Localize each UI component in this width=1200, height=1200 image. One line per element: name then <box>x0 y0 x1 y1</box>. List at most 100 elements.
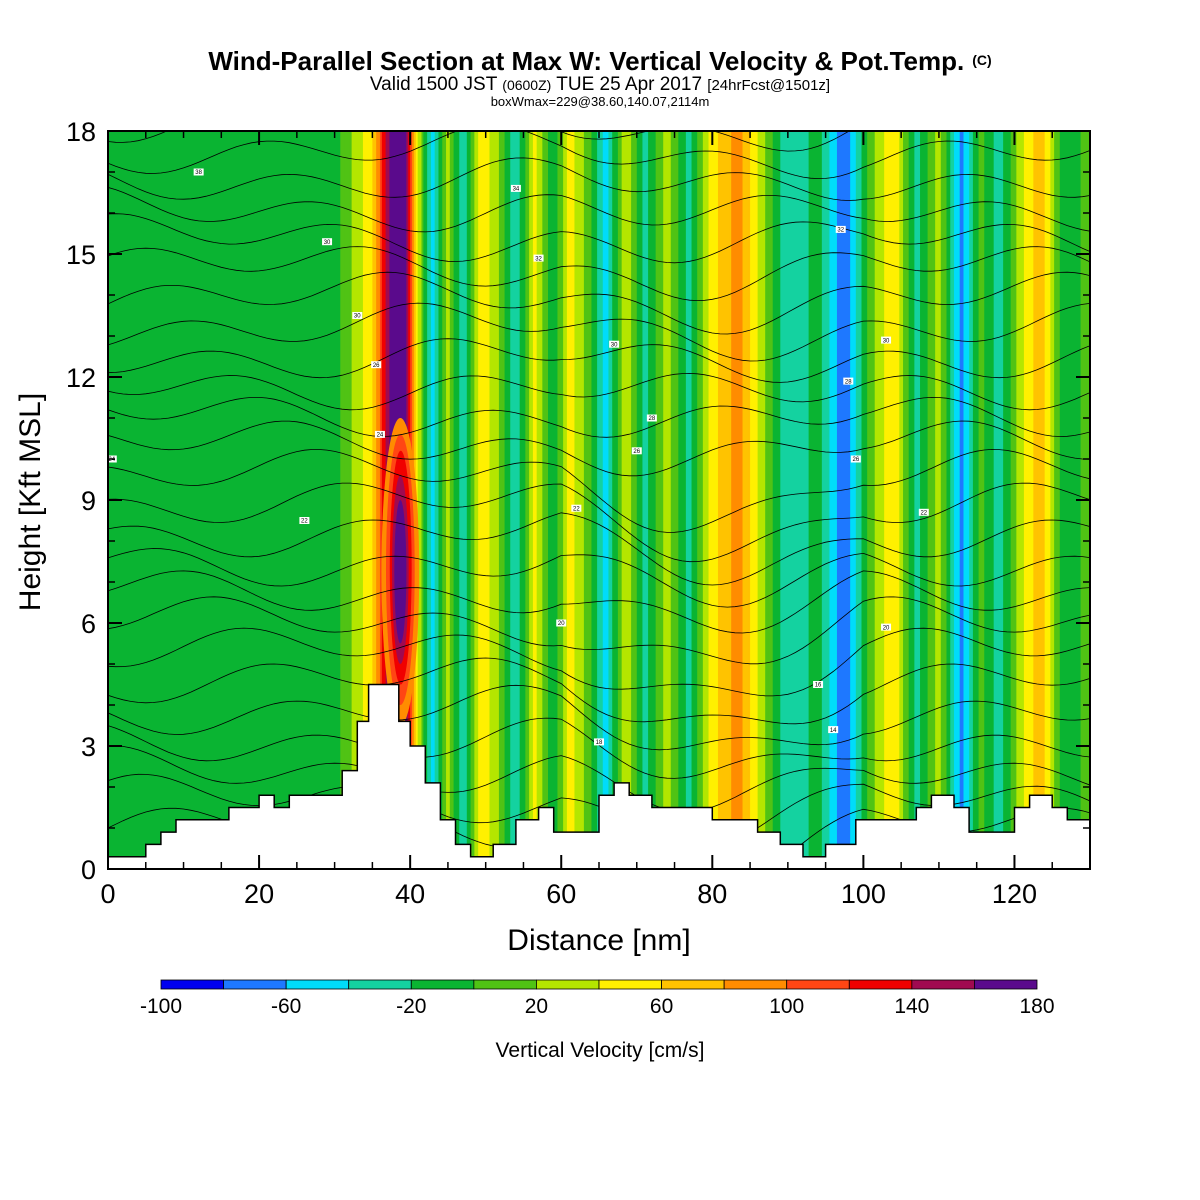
velocity-column <box>632 131 636 869</box>
theta-contour-line <box>108 512 1090 586</box>
velocity-column <box>294 131 298 869</box>
velocity-column <box>527 131 530 869</box>
velocity-column <box>268 131 272 869</box>
velocity-column <box>804 131 808 869</box>
velocity-column <box>714 131 717 869</box>
velocity-column <box>899 131 902 869</box>
velocity-column <box>634 131 638 869</box>
colorbar-swatch <box>598 979 662 990</box>
velocity-column <box>908 131 912 869</box>
velocity-column <box>432 131 436 869</box>
velocity-column <box>865 131 868 869</box>
velocity-column <box>521 131 525 869</box>
velocity-column <box>226 131 230 869</box>
velocity-column <box>761 131 764 869</box>
velocity-column <box>162 131 166 869</box>
subtitle-date: TUE 25 Apr 2017 <box>556 74 702 95</box>
theta-contour-label: 26 <box>850 455 861 463</box>
velocity-column <box>1039 131 1042 869</box>
velocity-column <box>835 131 838 869</box>
colorbar-swatch <box>786 979 850 990</box>
velocity-column <box>553 131 557 869</box>
velocity-column <box>313 131 317 869</box>
theta-contour-line <box>108 246 1090 302</box>
theta-label-text: 24 <box>377 433 384 439</box>
velocity-column <box>583 131 587 869</box>
velocity-column <box>293 131 296 869</box>
velocity-column <box>427 131 430 869</box>
velocity-column <box>353 131 356 869</box>
velocity-column <box>338 131 341 869</box>
velocity-column <box>691 131 695 869</box>
velocity-column <box>912 131 915 869</box>
velocity-column <box>700 131 704 869</box>
velocity-column <box>542 131 545 869</box>
theta-contour-line <box>108 302 1090 362</box>
velocity-column <box>957 131 961 869</box>
velocity-column <box>725 131 729 869</box>
velocity-column <box>1033 131 1036 869</box>
theta-contour-line <box>108 396 1090 438</box>
theta-contour-line <box>108 338 1090 383</box>
velocity-column <box>130 131 134 869</box>
theta-label-bg <box>850 455 861 463</box>
velocity-column <box>538 131 542 869</box>
velocity-column <box>944 131 948 869</box>
theta-label-text: 20 <box>883 625 890 631</box>
velocity-column <box>593 131 596 869</box>
velocity-column <box>614 131 617 869</box>
velocity-column <box>172 131 175 869</box>
velocity-column <box>619 131 623 869</box>
velocity-column <box>531 131 534 869</box>
velocity-column <box>980 131 983 869</box>
theta-label-text: 26 <box>633 449 640 455</box>
colorbar-tick-label: 60 <box>650 995 673 1018</box>
velocity-column <box>816 131 819 869</box>
y-tick-label: 0 <box>81 855 96 885</box>
velocity-column <box>999 131 1002 869</box>
velocity-column <box>464 131 468 869</box>
theta-label-text: 14 <box>830 728 837 734</box>
velocity-column <box>151 131 154 869</box>
theta-label-bg <box>918 508 929 516</box>
velocity-column <box>306 131 309 869</box>
velocity-column <box>1050 131 1053 869</box>
colorbar-swatch <box>911 979 975 990</box>
velocity-column <box>1056 131 1059 869</box>
velocity-column <box>134 131 137 869</box>
velocity-column <box>274 131 277 869</box>
velocity-column <box>480 131 483 869</box>
theta-contour-line <box>108 131 850 152</box>
velocity-column <box>370 131 373 869</box>
velocity-column <box>597 131 600 869</box>
velocity-column <box>379 131 383 869</box>
velocity-column <box>1031 131 1034 869</box>
velocity-column <box>651 131 655 869</box>
colorbar: -100 -60 -20 20 60 100 140 180 <box>140 979 1055 1018</box>
theta-contour-line <box>108 627 1090 697</box>
velocity-column <box>955 131 959 869</box>
velocity-column <box>589 131 593 869</box>
theta-label-bg <box>594 738 604 746</box>
velocity-column <box>355 131 358 869</box>
theta-label-text: 20 <box>558 621 565 627</box>
velocity-column <box>277 131 281 869</box>
velocity-column <box>181 131 185 869</box>
velocity-column <box>833 131 836 869</box>
velocity-column <box>175 131 179 869</box>
velocity-column <box>591 131 594 869</box>
colorbar-title: Vertical Velocity [cm/s] <box>496 1039 705 1062</box>
velocity-column <box>795 131 798 869</box>
velocity-column <box>359 131 362 869</box>
velocity-column <box>870 131 874 869</box>
velocity-column <box>893 131 897 869</box>
velocity-column <box>561 131 564 869</box>
velocity-column <box>466 131 470 869</box>
velocity-column <box>814 131 817 869</box>
velocity-column <box>196 131 200 869</box>
velocity-column <box>889 131 893 869</box>
velocity-column <box>644 131 647 869</box>
velocity-column <box>357 131 360 869</box>
velocity-column <box>166 131 170 869</box>
velocity-column <box>716 131 719 869</box>
